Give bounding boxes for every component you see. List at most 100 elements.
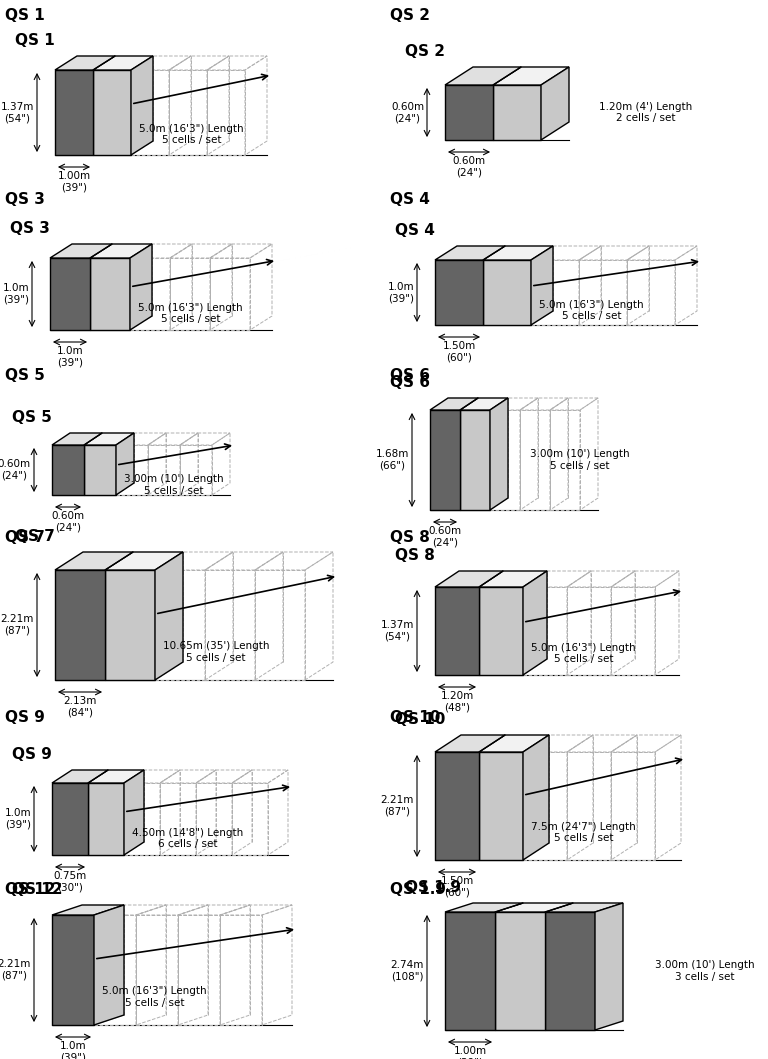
Polygon shape [90, 244, 152, 258]
Text: 5.0m (16'3") Length
5 cells / set: 5.0m (16'3") Length 5 cells / set [531, 643, 636, 664]
Text: QS 12: QS 12 [5, 882, 55, 897]
Polygon shape [495, 903, 573, 912]
Text: 2.21m
(87"): 2.21m (87") [0, 959, 31, 981]
Text: 1.37m
(54"): 1.37m (54") [1, 102, 34, 123]
Polygon shape [50, 258, 90, 330]
Polygon shape [52, 915, 94, 1025]
Polygon shape [131, 56, 153, 155]
Polygon shape [52, 770, 108, 783]
Polygon shape [460, 398, 508, 410]
Polygon shape [460, 410, 490, 510]
Polygon shape [483, 246, 553, 261]
Polygon shape [435, 587, 479, 675]
Polygon shape [430, 398, 478, 410]
Text: 2.21m
(87"): 2.21m (87") [1, 614, 34, 635]
Text: 5.0m (16'3") Length
5 cells / set: 5.0m (16'3") Length 5 cells / set [139, 124, 243, 145]
Text: QS 5: QS 5 [12, 410, 52, 425]
Polygon shape [90, 258, 130, 330]
Polygon shape [94, 905, 124, 1025]
Polygon shape [435, 571, 503, 587]
Text: 3.00m (10') Length
5 cells / set: 3.00m (10') Length 5 cells / set [530, 449, 630, 471]
Text: 0.60m
(24"): 0.60m (24") [391, 102, 424, 123]
Text: 1.68m
(66"): 1.68m (66") [376, 449, 409, 471]
Text: QS 1: QS 1 [5, 8, 45, 23]
Text: 7.5m (24'7") Length
5 cells / set: 7.5m (24'7") Length 5 cells / set [531, 822, 636, 843]
Polygon shape [445, 903, 523, 912]
Polygon shape [483, 261, 531, 325]
Text: 1.00m
(39"): 1.00m (39") [453, 1046, 487, 1059]
Text: 0.60m
(24"): 0.60m (24") [51, 511, 84, 533]
Text: 2.21m
(87"): 2.21m (87") [381, 795, 414, 816]
Polygon shape [50, 244, 112, 258]
Text: 5.0m (16'3") Length
5 cells / set: 5.0m (16'3") Length 5 cells / set [539, 300, 644, 321]
Polygon shape [93, 70, 131, 155]
Text: QS 10: QS 10 [395, 712, 445, 726]
Text: QS 9: QS 9 [12, 747, 52, 762]
Text: 0.60m
(24"): 0.60m (24") [429, 526, 462, 548]
Text: QS 4: QS 4 [390, 192, 430, 207]
Text: QS 1.9: QS 1.9 [390, 882, 446, 897]
Text: QS 4: QS 4 [395, 223, 435, 238]
Polygon shape [493, 67, 569, 85]
Polygon shape [55, 70, 93, 155]
Text: QS 2: QS 2 [405, 44, 445, 59]
Polygon shape [130, 244, 152, 330]
Polygon shape [52, 905, 124, 915]
Text: QS 3: QS 3 [5, 192, 45, 207]
Text: 3.00m (10') Length
5 cells / set: 3.00m (10') Length 5 cells / set [124, 474, 223, 496]
Text: 2.74m
(108"): 2.74m (108") [391, 961, 424, 982]
Text: 10.65m (35') Length
5 cells / set: 10.65m (35') Length 5 cells / set [163, 641, 270, 663]
Text: QS 9: QS 9 [5, 710, 45, 725]
Polygon shape [435, 752, 479, 860]
Polygon shape [55, 56, 115, 70]
Polygon shape [445, 85, 493, 140]
Polygon shape [595, 903, 623, 1030]
Text: QS 8: QS 8 [390, 530, 430, 545]
Text: QS 1.9: QS 1.9 [405, 880, 461, 895]
Text: 2.13m
(84"): 2.13m (84") [63, 696, 97, 718]
Polygon shape [55, 570, 105, 680]
Polygon shape [52, 445, 84, 495]
Polygon shape [105, 552, 183, 570]
Text: 0.60m
(24"): 0.60m (24") [0, 460, 31, 481]
Polygon shape [84, 433, 134, 445]
Text: 1.0m
(39"): 1.0m (39") [57, 346, 83, 367]
Polygon shape [523, 571, 547, 675]
Text: 1.0m
(39"): 1.0m (39") [2, 283, 29, 305]
Polygon shape [430, 410, 460, 510]
Polygon shape [435, 261, 483, 325]
Text: QS 5: QS 5 [5, 367, 45, 383]
Text: QS 12: QS 12 [12, 882, 62, 897]
Text: 1.50m
(60"): 1.50m (60") [442, 341, 475, 362]
Text: 3.00m (10') Length
3 cells / set: 3.00m (10') Length 3 cells / set [655, 961, 755, 982]
Polygon shape [445, 67, 521, 85]
Polygon shape [490, 398, 508, 510]
Text: QS 3: QS 3 [10, 221, 50, 236]
Text: 0.75m
(30"): 0.75m (30") [53, 870, 87, 893]
Polygon shape [479, 735, 549, 752]
Polygon shape [479, 571, 547, 587]
Polygon shape [493, 85, 541, 140]
Text: QS 7: QS 7 [5, 530, 45, 545]
Polygon shape [84, 445, 116, 495]
Text: 1.37m
(54"): 1.37m (54") [381, 621, 414, 642]
Polygon shape [531, 246, 553, 325]
Polygon shape [545, 903, 623, 912]
Polygon shape [52, 783, 88, 855]
Text: 5.0m (16'3") Length
5 cells / set: 5.0m (16'3") Length 5 cells / set [102, 986, 207, 1008]
Text: 1.20m
(48"): 1.20m (48") [440, 692, 474, 713]
Polygon shape [479, 752, 523, 860]
Text: 1.0m
(39"): 1.0m (39") [387, 282, 414, 303]
Text: 1.50m
(60"): 1.50m (60") [440, 876, 474, 898]
Polygon shape [435, 246, 505, 261]
Text: 1.0m
(39"): 1.0m (39") [60, 1041, 86, 1059]
Polygon shape [445, 912, 495, 1030]
Text: QS 6: QS 6 [390, 367, 430, 383]
Polygon shape [93, 56, 153, 70]
Text: 0.60m
(24"): 0.60m (24") [452, 156, 485, 178]
Polygon shape [523, 735, 549, 860]
Polygon shape [52, 433, 102, 445]
Polygon shape [155, 552, 183, 680]
Polygon shape [55, 552, 133, 570]
Text: QS 7: QS 7 [15, 530, 55, 544]
